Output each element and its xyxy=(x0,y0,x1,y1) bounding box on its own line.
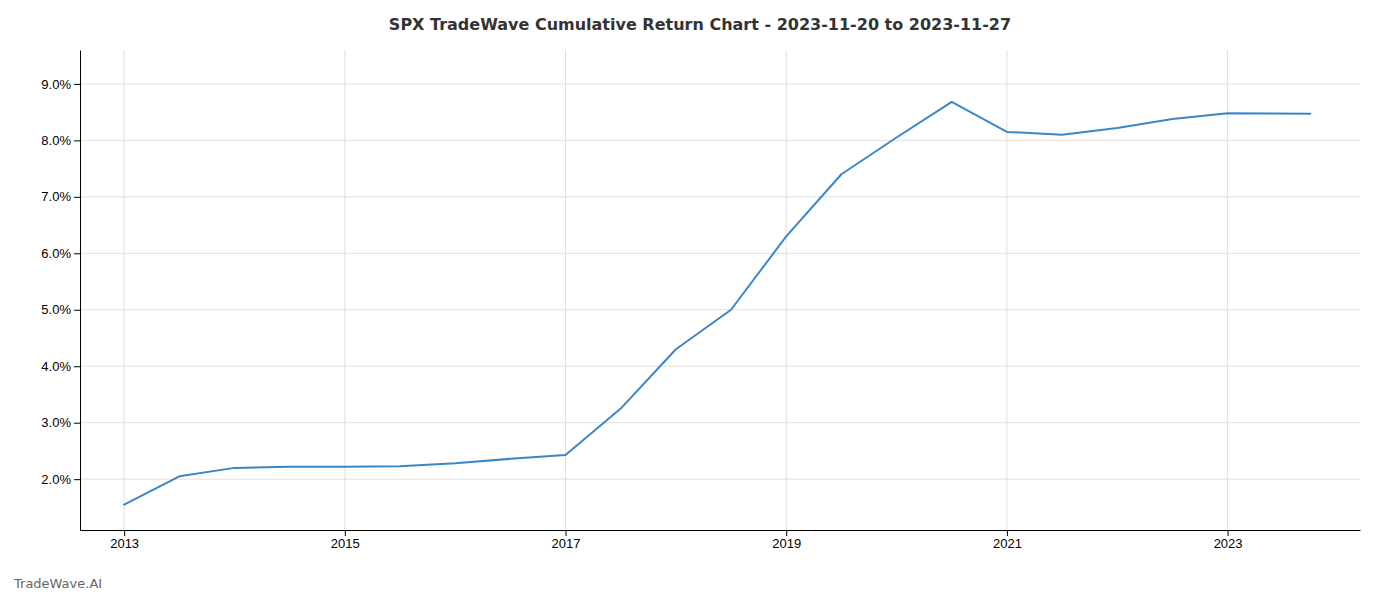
x-tick: 2013 xyxy=(110,530,139,551)
marks xyxy=(124,102,1310,505)
y-tick-mark xyxy=(74,423,80,424)
x-axis-line xyxy=(81,530,1361,531)
grid-line xyxy=(344,50,345,530)
grid-line xyxy=(80,479,1360,480)
y-tick-mark xyxy=(74,366,80,367)
grid-line xyxy=(80,83,1360,84)
grid-line xyxy=(80,422,1360,423)
y-tick-label: 5.0% xyxy=(41,302,71,317)
grid-line xyxy=(124,50,125,530)
y-tick: 6.0% xyxy=(41,246,80,261)
x-tick: 2015 xyxy=(331,530,360,551)
y-tick-label: 4.0% xyxy=(41,359,71,374)
y-tick-mark xyxy=(74,197,80,198)
x-tick-mark xyxy=(1007,530,1008,536)
grid-line xyxy=(1227,50,1228,530)
grid-line xyxy=(80,196,1360,197)
y-tick: 9.0% xyxy=(41,77,80,92)
grid xyxy=(80,50,1360,530)
y-axis: 2.0% 3.0% 4.0% 5.0% 6.0% 7.0% 8.0% 9.0% xyxy=(41,51,80,531)
y-tick-mark xyxy=(74,84,80,85)
grid-line xyxy=(80,140,1360,141)
x-tick-mark xyxy=(786,530,787,536)
x-tick: 2021 xyxy=(993,530,1022,551)
x-tick-label: 2019 xyxy=(772,536,801,551)
x-tick-label: 2013 xyxy=(110,536,139,551)
y-tick-label: 3.0% xyxy=(41,415,71,430)
x-tick-mark xyxy=(124,530,125,536)
x-tick-label: 2017 xyxy=(552,536,581,551)
y-tick: 2.0% xyxy=(41,472,80,487)
x-tick: 2023 xyxy=(1214,530,1243,551)
grid-line xyxy=(1006,50,1007,530)
x-tick: 2017 xyxy=(552,530,581,551)
y-tick: 7.0% xyxy=(41,189,80,204)
x-axis: 2013 2015 2017 2019 2021 2023 xyxy=(81,530,1361,551)
y-tick: 4.0% xyxy=(41,359,80,374)
y-tick: 3.0% xyxy=(41,415,80,430)
y-tick-label: 7.0% xyxy=(41,189,71,204)
y-tick-mark xyxy=(74,479,80,480)
x-tick-label: 2015 xyxy=(331,536,360,551)
line xyxy=(124,102,1310,505)
annotation: TradeWave.AI xyxy=(13,576,102,591)
x-tick-mark xyxy=(1228,530,1229,536)
x-tick: 2019 xyxy=(772,530,801,551)
y-tick-mark xyxy=(74,310,80,311)
y-tick-label: 2.0% xyxy=(41,472,71,487)
grid-line xyxy=(565,50,566,530)
chart: 2013 2015 2017 2019 2021 2023 2.0% 3.0% 4.0% 5.0%… xyxy=(0,0,1400,600)
y-axis-line xyxy=(80,51,81,531)
title: SPX TradeWave Cumulative Return Chart - … xyxy=(389,15,1011,34)
plot: 2013 2015 2017 2019 2021 2023 2.0% 3.0% 4.0% 5.0%… xyxy=(41,50,1360,551)
x-tick-mark xyxy=(345,530,346,536)
grid-line xyxy=(80,309,1360,310)
x-tick-mark xyxy=(566,530,567,536)
x-tick-label: 2021 xyxy=(993,536,1022,551)
y-tick-mark xyxy=(74,140,80,141)
y-tick: 5.0% xyxy=(41,302,80,317)
y-tick-label: 9.0% xyxy=(41,77,71,92)
grid-line xyxy=(80,366,1360,367)
grid-line xyxy=(80,253,1360,254)
y-tick-mark xyxy=(74,253,80,254)
x-tick-label: 2023 xyxy=(1214,536,1243,551)
y-tick: 8.0% xyxy=(41,133,80,148)
y-tick-label: 6.0% xyxy=(41,246,71,261)
y-tick-label: 8.0% xyxy=(41,133,71,148)
grid-line xyxy=(786,50,787,530)
